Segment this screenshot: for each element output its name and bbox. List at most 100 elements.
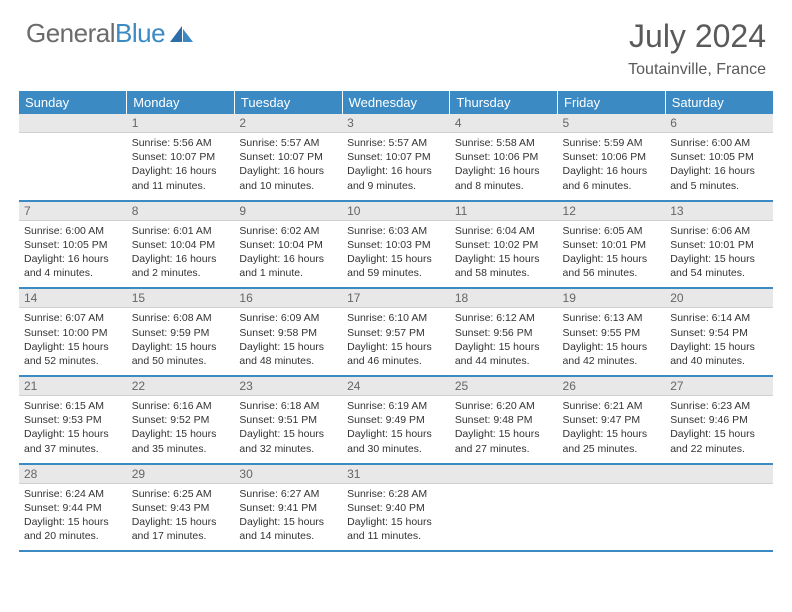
day-number: 2 xyxy=(234,114,342,133)
calendar-cell: 18Sunrise: 6:12 AMSunset: 9:56 PMDayligh… xyxy=(450,288,558,376)
calendar-cell: 24Sunrise: 6:19 AMSunset: 9:49 PMDayligh… xyxy=(342,376,450,464)
day-number: 24 xyxy=(342,377,450,396)
calendar-cell: 8Sunrise: 6:01 AMSunset: 10:04 PMDayligh… xyxy=(127,201,235,289)
calendar-cell: 22Sunrise: 6:16 AMSunset: 9:52 PMDayligh… xyxy=(127,376,235,464)
calendar-row: 14Sunrise: 6:07 AMSunset: 10:00 PMDaylig… xyxy=(19,288,773,376)
day-body: Sunrise: 6:12 AMSunset: 9:56 PMDaylight:… xyxy=(450,308,558,375)
calendar-cell: 31Sunrise: 6:28 AMSunset: 9:40 PMDayligh… xyxy=(342,464,450,552)
day-number: 10 xyxy=(342,202,450,221)
day-number: 30 xyxy=(234,465,342,484)
sail-icon xyxy=(169,24,195,44)
calendar-cell: 1Sunrise: 5:56 AMSunset: 10:07 PMDayligh… xyxy=(127,114,235,201)
day-body: Sunrise: 5:58 AMSunset: 10:06 PMDaylight… xyxy=(450,133,558,200)
day-body: Sunrise: 6:08 AMSunset: 9:59 PMDaylight:… xyxy=(127,308,235,375)
calendar-cell: 14Sunrise: 6:07 AMSunset: 10:00 PMDaylig… xyxy=(19,288,127,376)
calendar-cell: 10Sunrise: 6:03 AMSunset: 10:03 PMDaylig… xyxy=(342,201,450,289)
day-body: Sunrise: 6:07 AMSunset: 10:00 PMDaylight… xyxy=(19,308,127,375)
day-body: Sunrise: 6:15 AMSunset: 9:53 PMDaylight:… xyxy=(19,396,127,463)
calendar-cell: 11Sunrise: 6:04 AMSunset: 10:02 PMDaylig… xyxy=(450,201,558,289)
day-number: 14 xyxy=(19,289,127,308)
day-body: Sunrise: 5:56 AMSunset: 10:07 PMDaylight… xyxy=(127,133,235,200)
day-number xyxy=(558,465,666,484)
calendar-cell: 12Sunrise: 6:05 AMSunset: 10:01 PMDaylig… xyxy=(558,201,666,289)
day-number: 18 xyxy=(450,289,558,308)
calendar-cell: 2Sunrise: 5:57 AMSunset: 10:07 PMDayligh… xyxy=(234,114,342,201)
calendar-cell: 30Sunrise: 6:27 AMSunset: 9:41 PMDayligh… xyxy=(234,464,342,552)
calendar-head: SundayMondayTuesdayWednesdayThursdayFrid… xyxy=(19,91,773,114)
page-title: July 2024 xyxy=(628,18,766,55)
calendar-row: 7Sunrise: 6:00 AMSunset: 10:05 PMDayligh… xyxy=(19,201,773,289)
day-number: 31 xyxy=(342,465,450,484)
calendar-cell: 21Sunrise: 6:15 AMSunset: 9:53 PMDayligh… xyxy=(19,376,127,464)
day-number: 1 xyxy=(127,114,235,133)
day-body: Sunrise: 6:00 AMSunset: 10:05 PMDaylight… xyxy=(19,221,127,288)
calendar-row: 28Sunrise: 6:24 AMSunset: 9:44 PMDayligh… xyxy=(19,464,773,552)
day-number: 21 xyxy=(19,377,127,396)
calendar-cell: 15Sunrise: 6:08 AMSunset: 9:59 PMDayligh… xyxy=(127,288,235,376)
calendar-cell: 17Sunrise: 6:10 AMSunset: 9:57 PMDayligh… xyxy=(342,288,450,376)
day-body: Sunrise: 5:57 AMSunset: 10:07 PMDaylight… xyxy=(342,133,450,200)
header: GeneralBlue July 2024 Toutainville, Fran… xyxy=(0,0,792,87)
day-body: Sunrise: 6:18 AMSunset: 9:51 PMDaylight:… xyxy=(234,396,342,463)
calendar-cell: 25Sunrise: 6:20 AMSunset: 9:48 PMDayligh… xyxy=(450,376,558,464)
logo-text: GeneralBlue xyxy=(26,18,165,49)
calendar-cell: 28Sunrise: 6:24 AMSunset: 9:44 PMDayligh… xyxy=(19,464,127,552)
day-number: 19 xyxy=(558,289,666,308)
calendar-cell xyxy=(19,114,127,201)
logo: GeneralBlue xyxy=(26,18,195,49)
day-number: 25 xyxy=(450,377,558,396)
day-number: 28 xyxy=(19,465,127,484)
day-body: Sunrise: 6:02 AMSunset: 10:04 PMDaylight… xyxy=(234,221,342,288)
calendar-cell: 27Sunrise: 6:23 AMSunset: 9:46 PMDayligh… xyxy=(665,376,773,464)
day-body: Sunrise: 6:03 AMSunset: 10:03 PMDaylight… xyxy=(342,221,450,288)
day-body: Sunrise: 6:10 AMSunset: 9:57 PMDaylight:… xyxy=(342,308,450,375)
calendar-cell: 7Sunrise: 6:00 AMSunset: 10:05 PMDayligh… xyxy=(19,201,127,289)
calendar-cell: 9Sunrise: 6:02 AMSunset: 10:04 PMDayligh… xyxy=(234,201,342,289)
day-body: Sunrise: 6:06 AMSunset: 10:01 PMDaylight… xyxy=(665,221,773,288)
day-number: 20 xyxy=(665,289,773,308)
day-body: Sunrise: 6:04 AMSunset: 10:02 PMDaylight… xyxy=(450,221,558,288)
calendar-cell: 6Sunrise: 6:00 AMSunset: 10:05 PMDayligh… xyxy=(665,114,773,201)
day-number: 6 xyxy=(665,114,773,133)
day-number: 11 xyxy=(450,202,558,221)
calendar-cell: 20Sunrise: 6:14 AMSunset: 9:54 PMDayligh… xyxy=(665,288,773,376)
calendar-cell: 13Sunrise: 6:06 AMSunset: 10:01 PMDaylig… xyxy=(665,201,773,289)
calendar-cell: 16Sunrise: 6:09 AMSunset: 9:58 PMDayligh… xyxy=(234,288,342,376)
day-number: 8 xyxy=(127,202,235,221)
day-number: 9 xyxy=(234,202,342,221)
dow-header: Wednesday xyxy=(342,91,450,114)
dow-header: Tuesday xyxy=(234,91,342,114)
day-body: Sunrise: 6:00 AMSunset: 10:05 PMDaylight… xyxy=(665,133,773,200)
day-body: Sunrise: 6:23 AMSunset: 9:46 PMDaylight:… xyxy=(665,396,773,463)
day-body: Sunrise: 6:21 AMSunset: 9:47 PMDaylight:… xyxy=(558,396,666,463)
logo-word2: Blue xyxy=(115,18,165,48)
calendar-table: SundayMondayTuesdayWednesdayThursdayFrid… xyxy=(19,91,773,552)
calendar-row: 21Sunrise: 6:15 AMSunset: 9:53 PMDayligh… xyxy=(19,376,773,464)
day-body: Sunrise: 6:13 AMSunset: 9:55 PMDaylight:… xyxy=(558,308,666,375)
calendar-cell: 29Sunrise: 6:25 AMSunset: 9:43 PMDayligh… xyxy=(127,464,235,552)
calendar-cell xyxy=(665,464,773,552)
calendar-cell: 19Sunrise: 6:13 AMSunset: 9:55 PMDayligh… xyxy=(558,288,666,376)
dow-header: Sunday xyxy=(19,91,127,114)
calendar-cell: 5Sunrise: 5:59 AMSunset: 10:06 PMDayligh… xyxy=(558,114,666,201)
day-number: 16 xyxy=(234,289,342,308)
day-body: Sunrise: 6:28 AMSunset: 9:40 PMDaylight:… xyxy=(342,484,450,551)
day-number: 23 xyxy=(234,377,342,396)
dow-header: Thursday xyxy=(450,91,558,114)
day-body: Sunrise: 6:25 AMSunset: 9:43 PMDaylight:… xyxy=(127,484,235,551)
day-number xyxy=(450,465,558,484)
day-number: 13 xyxy=(665,202,773,221)
day-body xyxy=(450,484,558,534)
day-number: 15 xyxy=(127,289,235,308)
logo-word1: General xyxy=(26,18,115,48)
day-body xyxy=(665,484,773,534)
day-body xyxy=(558,484,666,534)
calendar-row: 1Sunrise: 5:56 AMSunset: 10:07 PMDayligh… xyxy=(19,114,773,201)
calendar-cell: 4Sunrise: 5:58 AMSunset: 10:06 PMDayligh… xyxy=(450,114,558,201)
calendar-cell xyxy=(450,464,558,552)
day-body: Sunrise: 6:24 AMSunset: 9:44 PMDaylight:… xyxy=(19,484,127,551)
day-number: 5 xyxy=(558,114,666,133)
dow-header: Monday xyxy=(127,91,235,114)
day-number: 22 xyxy=(127,377,235,396)
dow-header: Friday xyxy=(558,91,666,114)
